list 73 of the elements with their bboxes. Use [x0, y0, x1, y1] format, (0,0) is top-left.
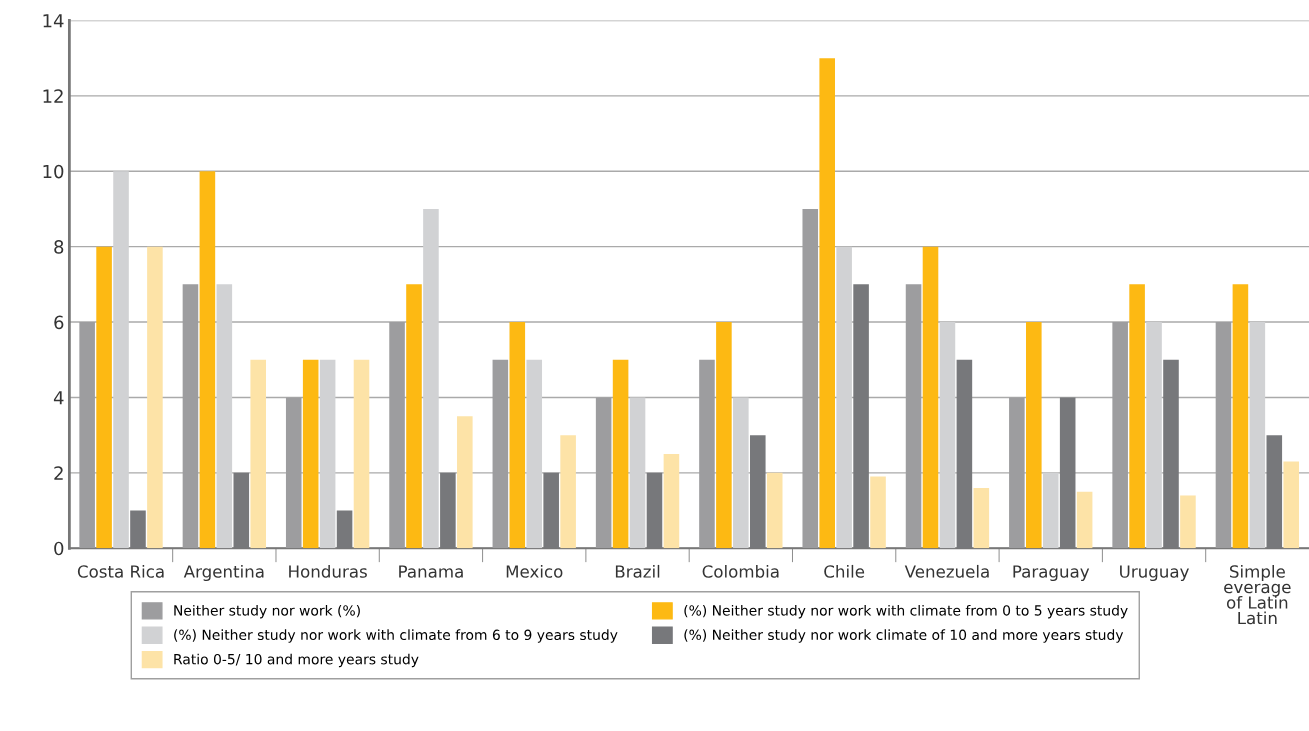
x-tick-label: Simple everage of Latin Latin: [1224, 564, 1291, 625]
x-tick-label: Panama: [399, 565, 463, 578]
bar: [1283, 461, 1300, 549]
bar: [509, 322, 526, 549]
bar: [612, 359, 629, 549]
bar: [96, 246, 112, 549]
bar: [182, 284, 199, 549]
x-tick-label: Colombia: [702, 564, 779, 578]
bar: [629, 397, 646, 549]
y-tick-label: 4: [53, 391, 64, 405]
bar: [766, 472, 783, 549]
bar: [1076, 491, 1093, 549]
bar: [79, 322, 95, 549]
bar: [1112, 322, 1128, 549]
y-tick-label: 12: [43, 89, 63, 103]
bar: [389, 322, 405, 549]
bar: [406, 284, 422, 549]
bar: [526, 359, 543, 549]
bar: [1249, 322, 1266, 549]
bar: [319, 359, 336, 549]
y-tick-label: 0: [54, 541, 64, 556]
bar: [250, 359, 267, 549]
bar: [1180, 495, 1196, 549]
y-tick-label: 14: [43, 14, 64, 28]
legend-label: (%) Neither study nor work with climate from 6 to 9 years study: [174, 629, 618, 643]
bar: [1146, 322, 1162, 549]
y-tick-label: 6: [54, 315, 64, 330]
bar: [905, 284, 922, 549]
x-tick-label: Mexico: [506, 564, 563, 578]
bar: [819, 58, 835, 549]
y-tick-label: 8: [54, 240, 64, 254]
x-tick-label: Venezuela: [904, 564, 989, 578]
bar: [560, 435, 576, 549]
bar: [733, 397, 749, 549]
bar: [147, 246, 163, 549]
bar: [199, 171, 216, 549]
bar: [302, 359, 319, 549]
bar: [939, 322, 956, 549]
bar: [663, 454, 680, 549]
bar: [1232, 284, 1249, 549]
bar: [1215, 322, 1232, 549]
x-tick-label: Honduras: [289, 564, 367, 578]
bar: [973, 487, 990, 549]
x-tick-label: Brazil: [615, 564, 660, 578]
bar: [836, 246, 852, 549]
bar: [716, 322, 732, 549]
bar: [492, 359, 509, 549]
y-tick-label: 10: [43, 164, 64, 179]
bar: [1026, 322, 1042, 549]
bar: [1009, 397, 1025, 549]
legend-label: Neither study nor work (%): [174, 604, 360, 619]
bar: [1042, 472, 1059, 549]
bar: [1129, 284, 1145, 549]
legend-label: (%) Neither study nor work with climate from 0 to 5 years study: [684, 604, 1128, 619]
x-tick-label: Paraguay: [1013, 565, 1090, 582]
bar: [423, 208, 439, 549]
x-tick-label: Argentina: [183, 564, 264, 582]
bar: [595, 397, 612, 549]
legend-label: (%) Neither study nor work climate of 10 and more years study: [684, 629, 1124, 643]
x-tick-label: Uruguay: [1120, 565, 1189, 582]
x-tick-label: Costa Rica: [77, 564, 164, 578]
bar: [113, 171, 129, 549]
bar: [922, 246, 939, 549]
bar: [353, 359, 370, 549]
bar: [285, 397, 302, 549]
bar: [699, 359, 715, 549]
y-tick-label: 2: [54, 466, 63, 480]
x-tick-label: Chile: [824, 564, 865, 578]
legend-label: Ratio 0-5/ 10 and more years study: [174, 653, 419, 668]
bar: [457, 416, 473, 549]
bar: [216, 284, 233, 549]
bar: [870, 476, 886, 549]
bar: [802, 208, 819, 549]
